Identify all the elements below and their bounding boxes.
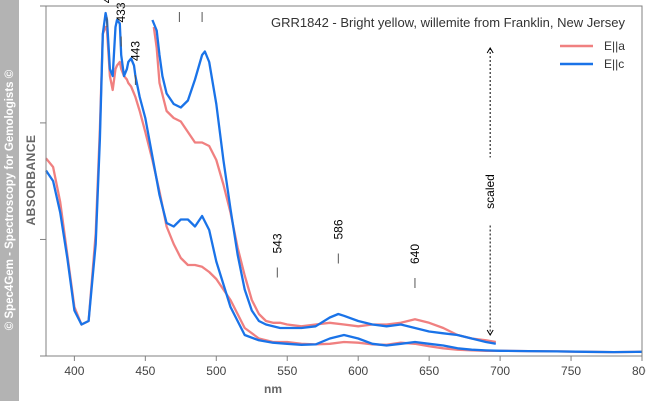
scaled-label: scaled <box>483 174 497 209</box>
peak-label-443: 443 <box>128 41 142 61</box>
series-line-ea-scaled <box>152 26 496 344</box>
x-tick-label-650: 650 <box>419 364 439 378</box>
peak-label-640: 640 <box>408 244 422 264</box>
legend: E||a E||c <box>560 39 625 71</box>
legend-label-ea: E||a <box>604 39 625 53</box>
x-tick-label-550: 550 <box>277 364 297 378</box>
peak-label-433: 433 <box>114 2 128 22</box>
x-axis-label: nm <box>264 382 282 396</box>
series-line-ec-scaled <box>151 19 497 345</box>
peak-label-543: 543 <box>270 233 284 253</box>
scaled-arrow-up <box>486 47 494 54</box>
x-tick-label-450: 450 <box>135 364 155 378</box>
scaled-arrow-down <box>486 329 494 336</box>
x-tick-label-500: 500 <box>206 364 226 378</box>
series-line-ea-lower <box>45 25 643 354</box>
legend-label-ec: E||c <box>604 57 624 71</box>
x-tick-label-800: 800 <box>632 364 646 378</box>
x-tick-label-700: 700 <box>490 364 510 378</box>
peak-label-423: 423 <box>100 0 114 3</box>
y-axis-label: ABSORBANCE <box>24 134 38 225</box>
x-tick-label-600: 600 <box>348 364 368 378</box>
scaled-marker: scaled <box>483 47 497 336</box>
copyright-sidebar: © Spec4Gem - Spectroscopy for Gemologist… <box>0 0 19 401</box>
x-tick-label-400: 400 <box>64 364 84 378</box>
peak-label-586: 586 <box>331 219 345 239</box>
plot-frame <box>45 5 643 357</box>
x-tick-label-750: 750 <box>561 364 581 378</box>
chart-title: GRR1842 - Bright yellow, willemite from … <box>271 15 625 30</box>
series-line-ec-lower <box>45 11 643 354</box>
